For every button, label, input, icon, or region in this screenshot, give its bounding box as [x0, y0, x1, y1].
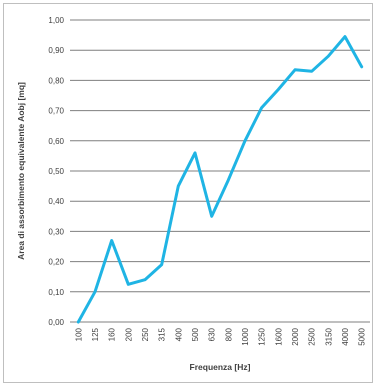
y-tick-label: 0,60 — [48, 137, 64, 146]
x-tick-label: 630 — [208, 327, 217, 341]
x-tick-label: 1000 — [241, 327, 250, 345]
x-tick-label: 3150 — [324, 327, 333, 345]
x-tick-label: 1600 — [274, 327, 283, 345]
x-tick-label: 2000 — [291, 327, 300, 345]
y-tick-label: 1,00 — [48, 16, 64, 25]
x-tick-label: 100 — [74, 327, 83, 341]
y-tick-label: 0,70 — [48, 107, 64, 116]
x-tick-label: 4000 — [341, 327, 350, 345]
x-tick-label: 160 — [108, 327, 117, 341]
x-axis-title: Frequenza [Hz] — [190, 362, 251, 372]
x-tick-label: 250 — [141, 327, 150, 341]
y-tick-label: 0,20 — [48, 258, 64, 267]
y-tick-label: 0,10 — [48, 288, 64, 297]
y-tick-label: 0,30 — [48, 227, 64, 236]
y-axis-title: Area di assorbimento equivalente Aobj [m… — [16, 82, 26, 260]
x-tick-label: 125 — [91, 327, 100, 341]
chart-frame — [3, 3, 373, 383]
y-tick-label: 0,00 — [48, 318, 64, 327]
x-tick-label: 500 — [191, 327, 200, 341]
y-tick-labels: 0,00 0,10 0,20 0,30 0,40 0,50 0,60 0,70 0,80 0,90… — [48, 16, 64, 327]
x-tick-label: 2500 — [308, 327, 317, 345]
y-tick-label: 0,80 — [48, 76, 64, 85]
x-tick-label: 5000 — [358, 327, 367, 345]
x-tick-label: 1250 — [258, 327, 267, 345]
y-tick-label: 0,40 — [48, 197, 64, 206]
x-tick-label: 400 — [174, 327, 183, 341]
x-tick-label: 200 — [124, 327, 133, 341]
y-tick-label: 0,90 — [48, 46, 64, 55]
series-line — [76, 35, 364, 324]
x-tick-labels: 100 125 160 200 250 315 400 500 630 800 1000 1250 16… — [74, 327, 366, 345]
x-tick-label: 315 — [158, 327, 167, 341]
x-tick-label: 800 — [224, 327, 233, 341]
y-tick-label: 0,50 — [48, 167, 64, 176]
